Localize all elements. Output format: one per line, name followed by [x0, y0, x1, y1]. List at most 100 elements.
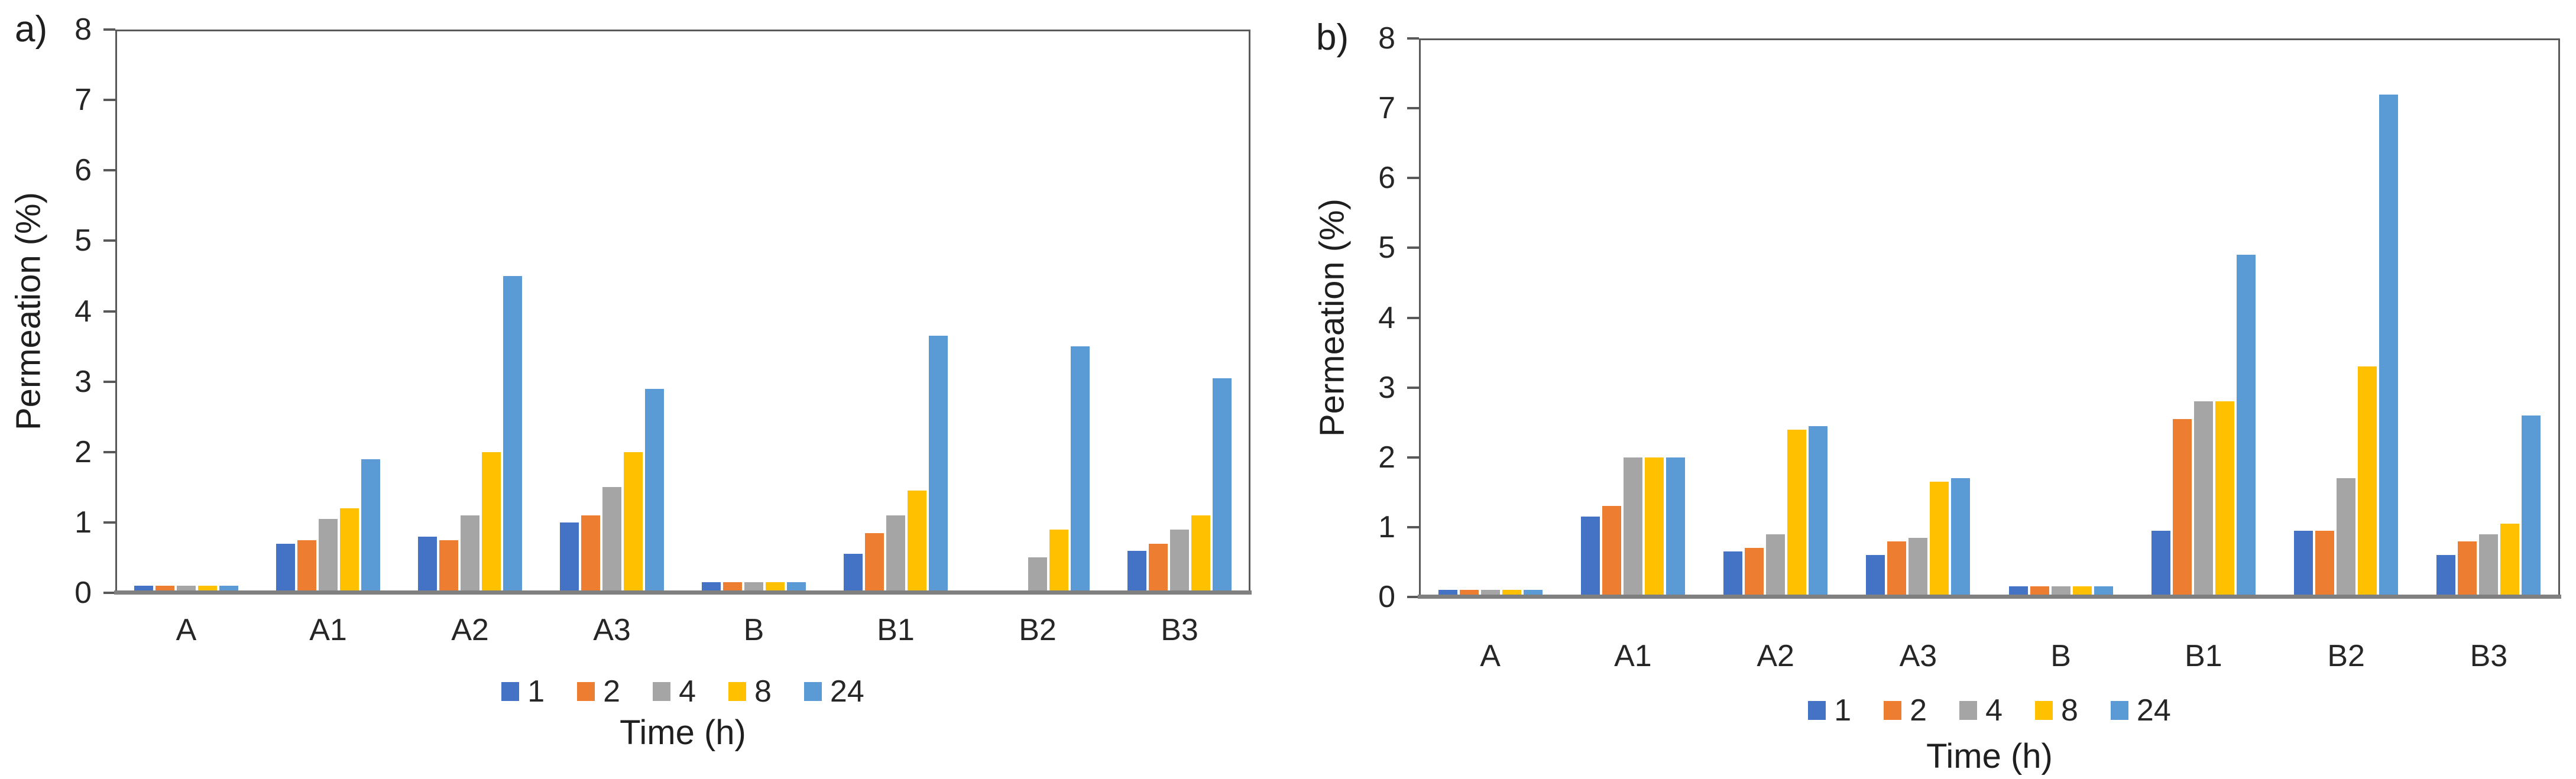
- x-category-label-B1-a: B1: [877, 613, 915, 647]
- legend-label-1h: 1: [1834, 693, 1852, 728]
- legend-entry-4h: 4: [1959, 693, 2003, 728]
- y-tick-b: [1407, 456, 1419, 459]
- bar-B2-24h: [2379, 95, 2398, 598]
- legend-swatch-1h-icon: [501, 682, 520, 701]
- y-tick-label-b: 1: [1378, 509, 1395, 544]
- bar-B-2h: [723, 582, 742, 593]
- y-tick-a: [103, 310, 115, 313]
- legend-swatch-1h-icon: [1808, 701, 1826, 720]
- bar-B3-1h: [1127, 551, 1146, 593]
- y-tick-label-a: 1: [74, 505, 92, 540]
- legend-label-2h: 2: [1910, 693, 1927, 728]
- y-tick-label-b: 5: [1378, 231, 1395, 265]
- x-category-label-A2-a: A2: [451, 613, 489, 647]
- bar-A1-2h: [297, 540, 316, 593]
- bar-B-24h: [2094, 586, 2113, 597]
- y-tick-label-a: 4: [74, 294, 92, 329]
- x-category-label-A-a: A: [176, 613, 197, 647]
- bar-B3-1h: [2436, 555, 2455, 597]
- bar-B2-8h: [1049, 530, 1068, 593]
- legend-entry-8h: 8: [728, 674, 772, 709]
- y-tick-label-a: 2: [74, 434, 92, 469]
- y-tick-label-a: 3: [74, 364, 92, 399]
- bar-A2-8h: [482, 452, 501, 593]
- bar-B3-8h: [2500, 524, 2519, 597]
- bar-B-4h: [2052, 586, 2070, 597]
- bar-B3-8h: [1191, 515, 1210, 593]
- legend-entry-1h: 1: [1808, 693, 1851, 728]
- bar-B1-2h: [2173, 419, 2192, 597]
- bar-A3-1h: [560, 522, 579, 593]
- bar-A1-24h: [1666, 457, 1685, 597]
- legend-label-8h: 8: [754, 674, 772, 709]
- bar-B-1h: [2009, 586, 2028, 597]
- x-category-label-B-b: B: [2050, 639, 2071, 673]
- bar-A3-2h: [1887, 541, 1906, 598]
- bar-B3-4h: [2479, 534, 2498, 597]
- bar-B2-24h: [1071, 346, 1090, 593]
- y-tick-a: [103, 99, 115, 102]
- bar-B1-24h: [929, 336, 948, 593]
- y-tick-b: [1407, 107, 1419, 110]
- y-tick-a: [103, 592, 115, 594]
- y-tick-label-b: 4: [1378, 300, 1395, 335]
- bar-A1-24h: [361, 459, 380, 593]
- bar-A3-4h: [602, 487, 621, 593]
- legend-label-8h: 8: [2061, 693, 2078, 728]
- bar-A2-4h: [1766, 534, 1785, 597]
- bar-B-8h: [766, 582, 785, 593]
- y-tick-label-a: 8: [74, 12, 92, 47]
- legend-entry-24h: 24: [803, 674, 864, 709]
- legend-entry-8h: 8: [2035, 693, 2078, 728]
- bar-B1-4h: [2194, 401, 2213, 597]
- legend-label-2h: 2: [603, 674, 621, 709]
- bar-B-2h: [2030, 586, 2049, 597]
- bar-B-1h: [702, 582, 721, 593]
- bar-B3-2h: [1149, 544, 1168, 593]
- legend-entry-4h: 4: [653, 674, 696, 709]
- legend-swatch-2h-icon: [1884, 701, 1902, 720]
- bar-B-24h: [787, 582, 806, 593]
- y-tick-label-b: 3: [1378, 370, 1395, 405]
- bar-A2-2h: [1745, 548, 1764, 597]
- bar-A1-1h: [1581, 517, 1600, 597]
- y-tick-label-a: 7: [74, 83, 92, 118]
- bar-A1-4h: [1624, 457, 1642, 597]
- x-category-label-B2-a: B2: [1019, 613, 1057, 647]
- bar-A1-8h: [340, 508, 359, 593]
- legend-label-1h: 1: [527, 674, 545, 709]
- bar-A2-4h: [461, 515, 479, 593]
- bar-A3-8h: [624, 452, 643, 593]
- legend-swatch-24h-icon: [803, 682, 822, 701]
- panel-label-b: b): [1316, 17, 1349, 58]
- y-tick-label-b: 6: [1378, 161, 1395, 196]
- legend-label-4h: 4: [1985, 693, 2003, 728]
- y-tick-a: [103, 28, 115, 31]
- bar-B1-1h: [844, 554, 863, 593]
- bar-B-4h: [744, 582, 763, 593]
- y-tick-label-a: 0: [74, 576, 92, 610]
- bar-B2-2h: [2315, 531, 2334, 597]
- y-tick-label-b: 0: [1378, 580, 1395, 614]
- bar-A2-1h: [418, 537, 437, 593]
- y-tick-b: [1407, 177, 1419, 180]
- bar-B1-2h: [865, 533, 884, 593]
- bar-A3-24h: [1951, 478, 1970, 597]
- legend-label-24h: 24: [2136, 693, 2171, 728]
- y-tick-a: [103, 450, 115, 453]
- x-category-label-A-b: A: [1480, 639, 1501, 673]
- legend-b: 1 2 4 8 24: [1419, 693, 2560, 728]
- bar-A3-24h: [645, 389, 664, 593]
- x-category-label-B3-a: B3: [1161, 613, 1198, 647]
- bar-A1-1h: [276, 544, 295, 593]
- x-category-label-B2-b: B2: [2327, 639, 2365, 673]
- x-category-label-B3-b: B3: [2470, 639, 2508, 673]
- legend-swatch-8h-icon: [2035, 701, 2053, 720]
- x-category-label-A1-b: A1: [1614, 639, 1652, 673]
- x-axis-line-a: [114, 590, 1252, 595]
- bar-A2-8h: [1787, 430, 1806, 598]
- bar-B3-2h: [2458, 541, 2477, 598]
- bar-A3-8h: [1930, 482, 1949, 597]
- legend-swatch-8h-icon: [728, 682, 746, 701]
- x-category-label-A3-a: A3: [593, 613, 631, 647]
